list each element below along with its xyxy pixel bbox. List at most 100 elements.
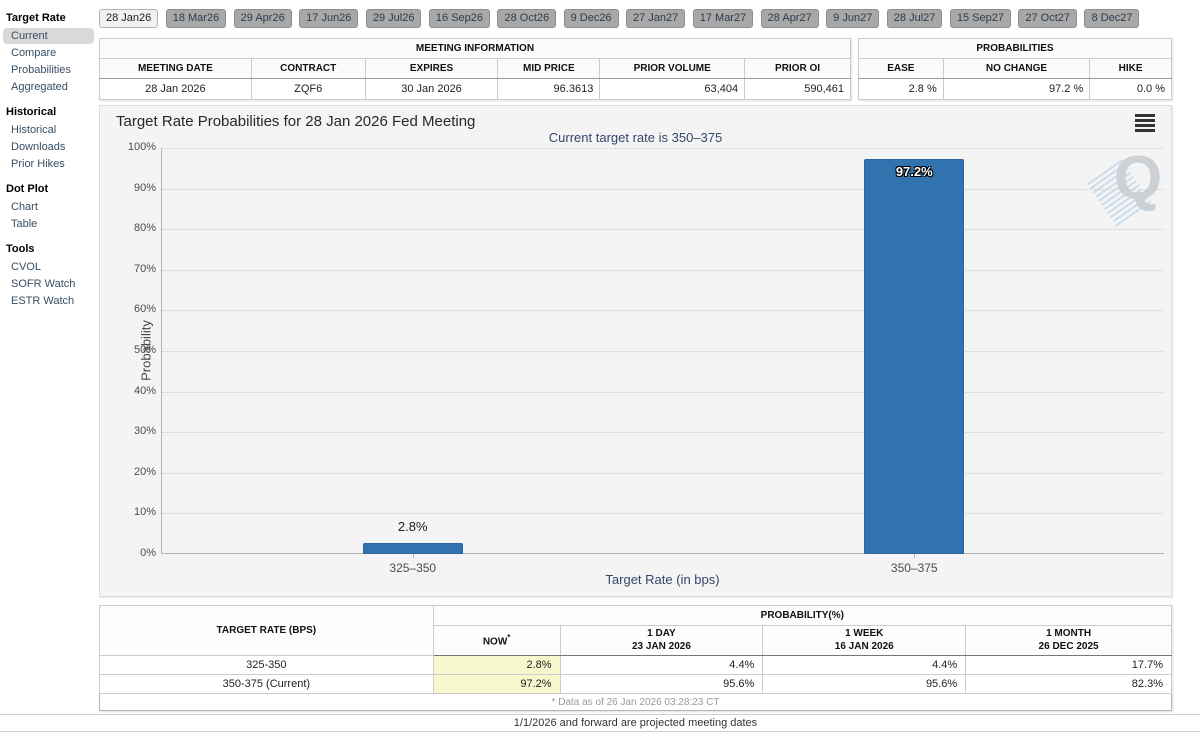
meeting-tab[interactable]: 27 Oct27 xyxy=(1018,9,1078,28)
x-tick-label: 350–375 xyxy=(890,561,938,575)
table-row: 325-350 2.8% 4.4% 4.4% 17.7% xyxy=(99,655,1172,675)
meeting-tab[interactable]: 29 Apr26 xyxy=(233,9,292,28)
sidebar-item-downloads[interactable]: Downloads xyxy=(11,141,66,153)
sidebar-header-tools: Tools xyxy=(6,243,35,255)
hike-value: 0.0 % xyxy=(1089,78,1172,100)
page-footer: 1/1/2026 and forward are projected meeti… xyxy=(0,714,1200,732)
prior-oi-value: 590,461 xyxy=(744,78,851,100)
sidebar-item-cvol[interactable]: CVOL xyxy=(11,261,41,273)
y-tick-label: 40% xyxy=(133,384,156,397)
chart-card: Target Rate Probabilities for 28 Jan 202… xyxy=(99,105,1172,597)
sidebar-item-chart[interactable]: Chart xyxy=(11,201,38,213)
gridline xyxy=(162,391,1164,393)
ease-value: 2.8 % xyxy=(858,78,944,100)
gridline xyxy=(162,229,1164,231)
x-tick-label: 325–350 xyxy=(389,561,437,575)
gridline xyxy=(162,432,1164,434)
meeting-tab[interactable]: 28 Apr27 xyxy=(760,9,819,28)
now-asterisk: * xyxy=(507,632,511,642)
bar-value-label: 2.8% xyxy=(397,518,428,534)
meeting-tab[interactable]: 17 Mar27 xyxy=(692,9,754,28)
y-tick-label: 50% xyxy=(133,344,156,356)
col-1-day: 1 DAY 23 JAN 2026 xyxy=(559,625,764,656)
meeting-tab[interactable]: 16 Sep26 xyxy=(428,9,491,28)
sidebar-item-aggregated[interactable]: Aggregated xyxy=(11,81,68,93)
projected-dates-note: 1/1/2026 and forward are projected meeti… xyxy=(513,717,758,729)
week-probability: 4.4% xyxy=(762,655,967,675)
meeting-tab[interactable]: 9 Dec26 xyxy=(563,9,619,28)
col-contract: CONTRACT xyxy=(250,58,366,79)
expires-value: 30 Jan 2026 xyxy=(364,78,499,100)
now-probability: 2.8% xyxy=(432,655,561,675)
x-tick-mark xyxy=(914,554,916,558)
sidebar-item-prior-hikes[interactable]: Prior Hikes xyxy=(11,158,65,170)
sidebar-item-current[interactable]: Current xyxy=(3,28,94,44)
sidebar-item-table[interactable]: Table xyxy=(11,218,38,230)
meeting-tab[interactable]: 15 Sep27 xyxy=(949,9,1011,28)
meeting-tab[interactable]: 28 Jan26 xyxy=(99,9,159,28)
rate-range: 325-350 xyxy=(99,655,434,675)
y-tick-label: 70% xyxy=(133,262,156,275)
col-1-week: 1 WEEK 16 JAN 2026 xyxy=(762,625,967,656)
gridline xyxy=(162,188,1164,190)
gridline xyxy=(162,472,1164,474)
bar-chart-plot-area: Probability 0% 10% 20% 30% 40% 50% 60% 70% 80% 90… xyxy=(128,141,1164,575)
col-no-change: NO CHANGE xyxy=(942,58,1091,79)
sidebar-item-probabilities[interactable]: Probabilities xyxy=(11,64,71,76)
sidebar-item-historical[interactable]: Historical xyxy=(11,124,57,136)
gridline xyxy=(162,310,1164,312)
meeting-information-table: MEETING INFORMATION MEETING DATE CONTRAC… xyxy=(99,38,851,100)
sidebar-header-historical: Historical xyxy=(6,106,57,118)
y-tick-label: 10% xyxy=(133,506,156,519)
col-target-rate-bps: TARGET RATE (BPS) xyxy=(99,605,434,656)
gridline xyxy=(162,351,1164,352)
probability-group-header: PROBABILITY(%) xyxy=(432,605,1173,626)
sidebar-item-estr-watch[interactable]: ESTR Watch xyxy=(11,295,75,307)
sidebar-item-compare[interactable]: Compare xyxy=(11,47,57,59)
col-expires: EXPIRES xyxy=(364,58,499,79)
col-mid-price: MID PRICE xyxy=(497,58,601,79)
meeting-tab[interactable]: 17 Jun26 xyxy=(299,9,359,28)
x-axis-label: Target Rate (in bps) xyxy=(605,572,720,587)
gridline xyxy=(162,269,1164,271)
probability-bar[interactable] xyxy=(864,159,965,554)
probability-history-table: TARGET RATE (BPS) PROBABILITY(%) NOW* 1 … xyxy=(99,605,1173,711)
no-change-value: 97.2 % xyxy=(942,78,1091,100)
now-probability: 97.2% xyxy=(432,674,561,694)
chart-menu-icon[interactable] xyxy=(1135,114,1155,134)
quikstrike-watermark: Q xyxy=(1114,144,1163,213)
meeting-tab[interactable]: 28 Jul27 xyxy=(886,9,943,28)
meeting-tabs: 28 Jan26 18 Mar26 29 Apr26 17 Jun26 29 J… xyxy=(99,8,1172,28)
x-tick-mark xyxy=(412,554,414,558)
mid-price-value: 96.3613 xyxy=(497,78,601,100)
col-prior-volume: PRIOR VOLUME xyxy=(599,58,746,79)
meeting-date-value: 28 Jan 2026 xyxy=(99,78,252,100)
meeting-tab[interactable]: 28 Oct26 xyxy=(497,9,557,28)
y-tick-label: 20% xyxy=(133,465,156,478)
gridline xyxy=(162,513,1164,515)
meeting-tab[interactable]: 27 Jan27 xyxy=(626,9,686,28)
meeting-tab[interactable]: 18 Mar26 xyxy=(165,9,227,28)
contract-value: ZQF6 xyxy=(250,78,366,100)
sidebar: Target Rate Current Compare Probabilitie… xyxy=(0,0,97,310)
month-probability: 17.7% xyxy=(965,655,1172,675)
col-meeting-date: MEETING DATE xyxy=(99,58,252,79)
y-tick-label: 100% xyxy=(127,141,156,153)
chart-title: Target Rate Probabilities for 28 Jan 202… xyxy=(116,113,476,130)
month-probability: 82.3% xyxy=(965,674,1172,694)
y-tick-label: 0% xyxy=(140,547,156,559)
gridline xyxy=(162,148,1164,149)
sidebar-item-sofr-watch[interactable]: SOFR Watch xyxy=(11,278,76,290)
table-row: 350-375 (Current) 97.2% 95.6% 95.6% 82.3… xyxy=(99,674,1172,694)
col-now: NOW* xyxy=(432,625,561,656)
meeting-tab[interactable]: 8 Dec27 xyxy=(1084,9,1140,28)
probability-bar[interactable] xyxy=(362,542,463,554)
week-probability: 95.6% xyxy=(762,674,967,694)
meeting-tab[interactable]: 9 Jun27 xyxy=(826,9,880,28)
day-probability: 4.4% xyxy=(559,655,764,675)
sidebar-header-dot-plot: Dot Plot xyxy=(6,183,49,195)
bar-value-label: 97.2% xyxy=(895,164,933,180)
col-prior-oi: PRIOR OI xyxy=(744,58,851,79)
y-tick-label: 80% xyxy=(133,222,156,235)
meeting-tab[interactable]: 29 Jul26 xyxy=(365,9,422,28)
